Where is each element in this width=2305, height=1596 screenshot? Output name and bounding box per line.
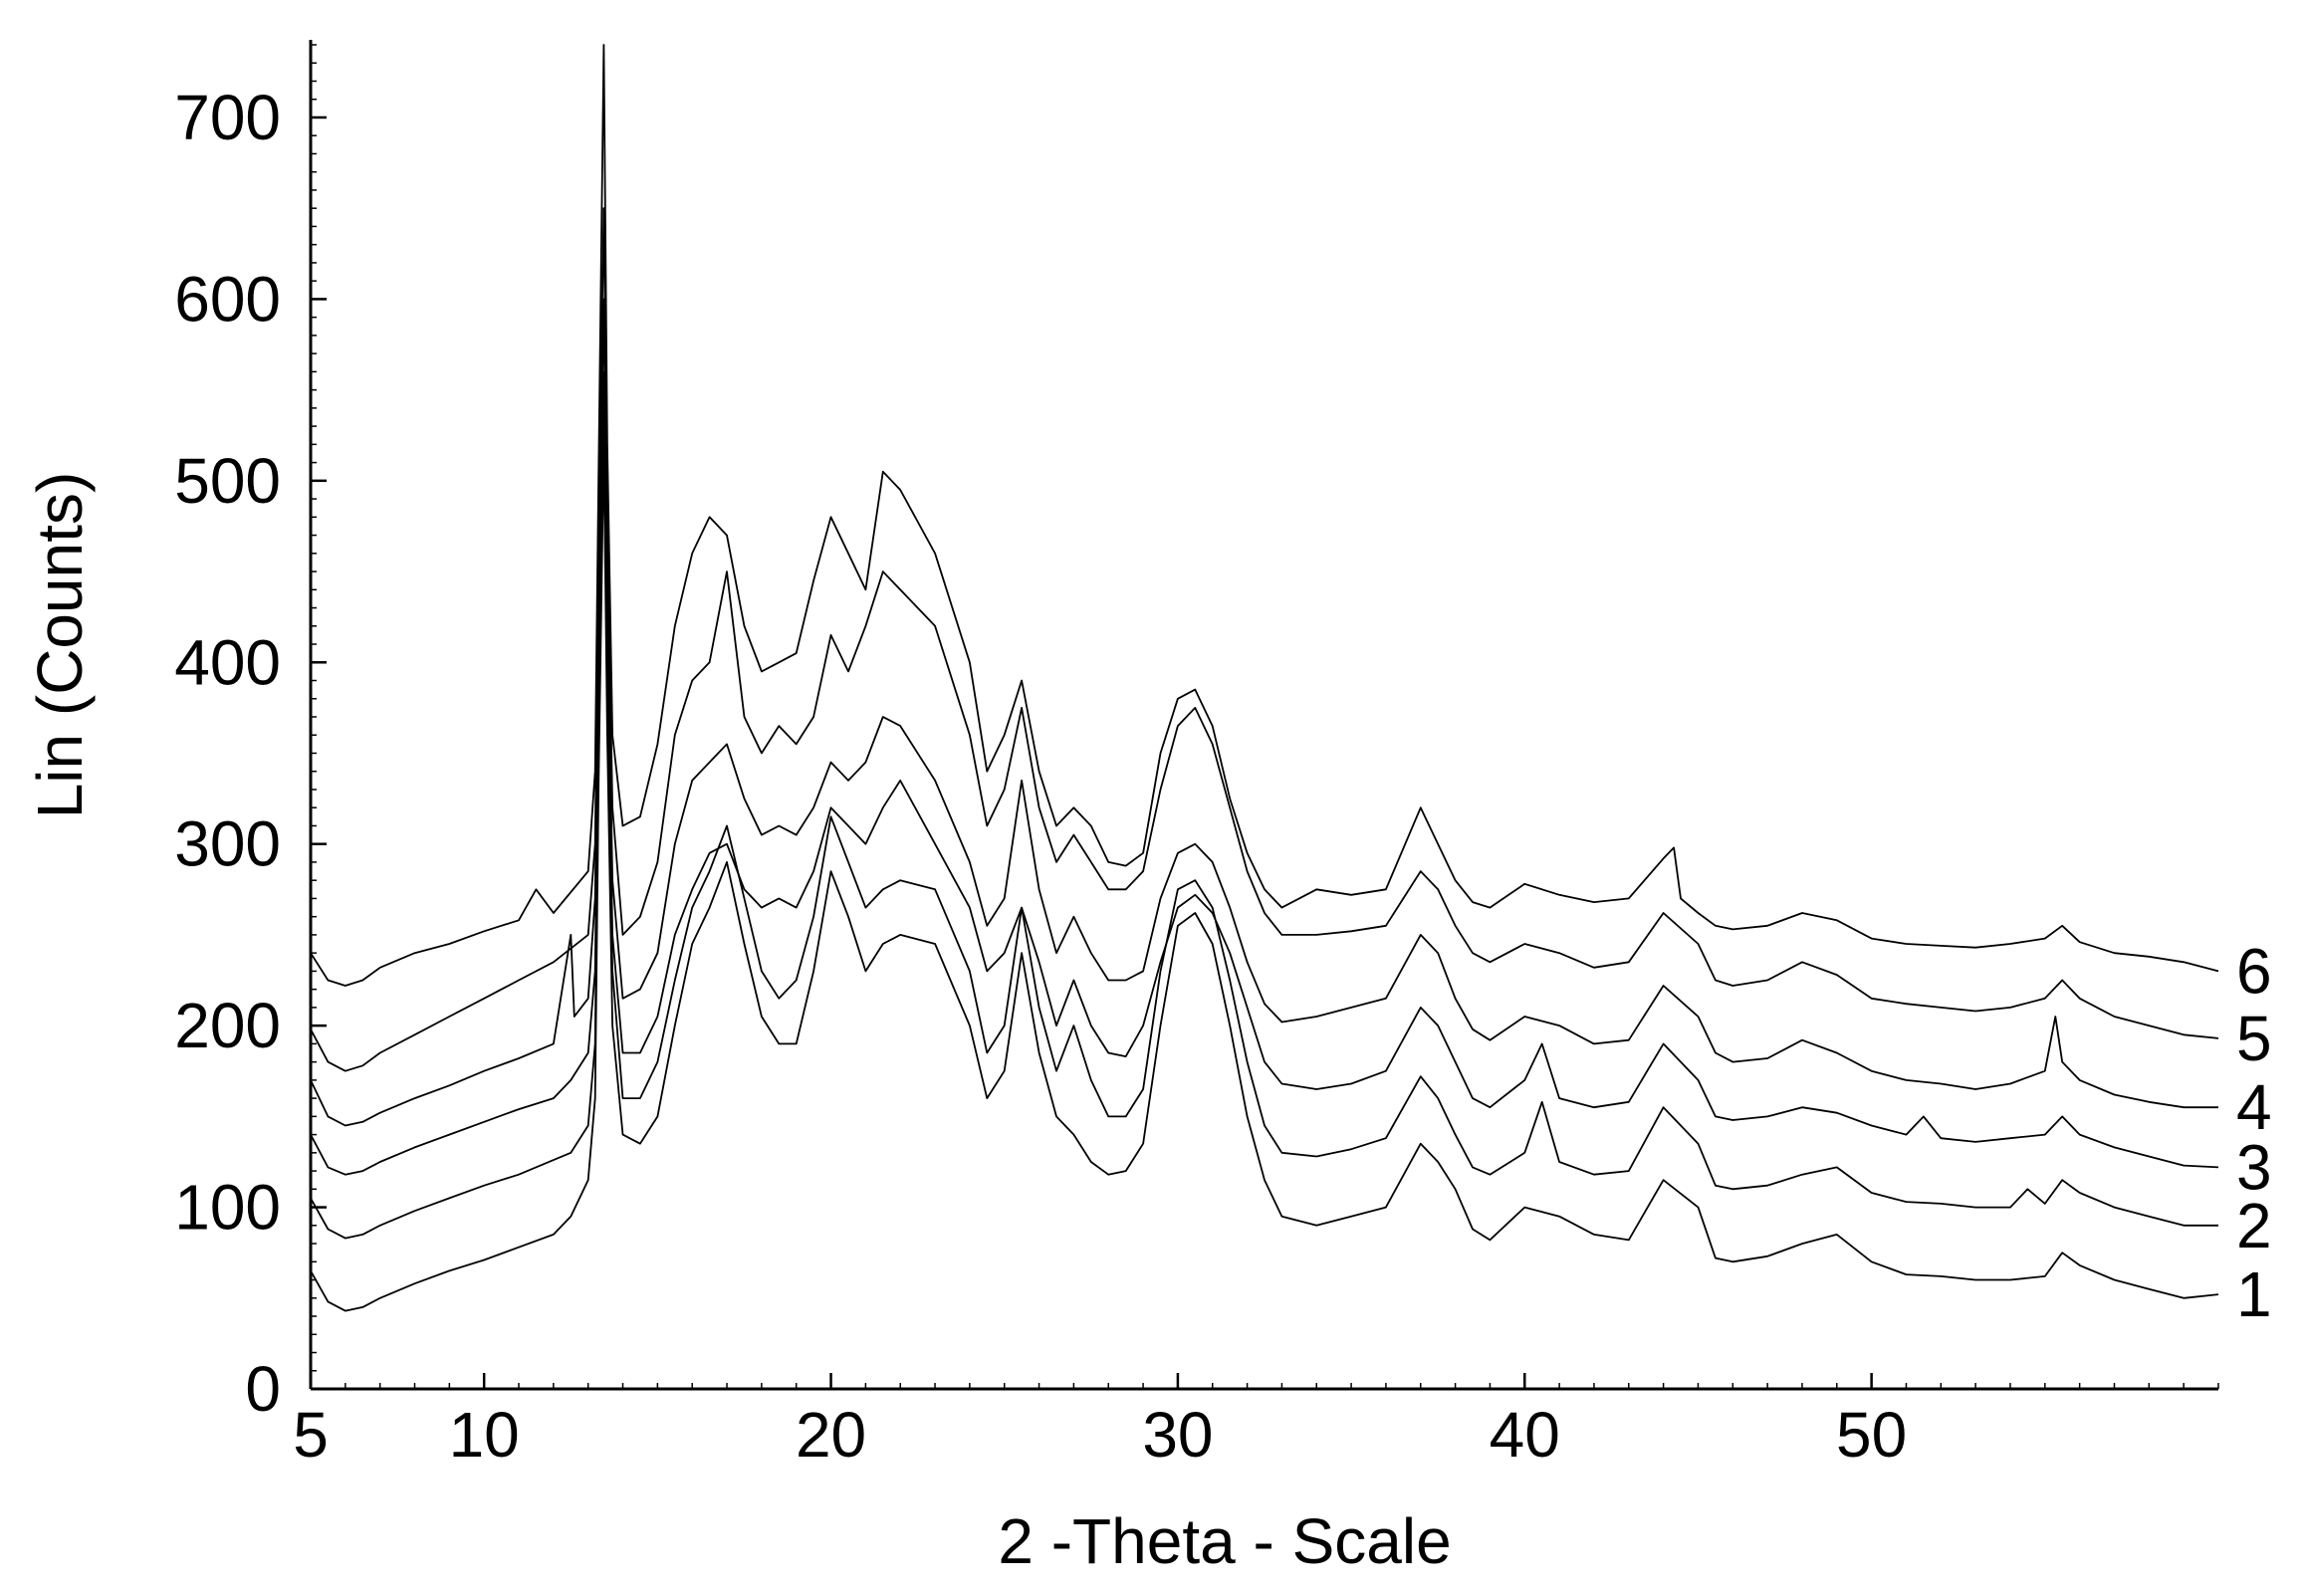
- x-axis-title: 2 -Theta - Scale: [998, 1505, 1451, 1577]
- y-tick-label: 300: [174, 808, 281, 880]
- x-tick-label: 5: [293, 1399, 329, 1471]
- y-tick-label: 500: [174, 445, 281, 517]
- trace-5: [310, 207, 2219, 1072]
- series-label-3: 3: [2236, 1131, 2272, 1203]
- major-ticks: [309, 115, 1873, 1391]
- trace-4: [310, 298, 2218, 1127]
- x-tick-label: 10: [449, 1399, 520, 1471]
- series-label-6: 6: [2236, 935, 2272, 1007]
- trace-6: [310, 44, 2219, 987]
- diffraction-traces: [310, 44, 2219, 1312]
- x-tick-label: 30: [1142, 1399, 1213, 1471]
- x-tick-label: 40: [1490, 1399, 1560, 1471]
- series-label-2: 2: [2236, 1190, 2272, 1261]
- tick-labels: 0 100 200 300 400 500 600 700 5 10 20 30 40 50: [174, 82, 1907, 1471]
- series-label-5: 5: [2236, 1003, 2272, 1074]
- series-label-4: 4: [2236, 1071, 2272, 1143]
- y-tick-label: 100: [174, 1172, 281, 1244]
- series-label-1: 1: [2236, 1258, 2272, 1330]
- y-tick-label: 200: [174, 990, 281, 1061]
- y-tick-label: 0: [245, 1353, 281, 1425]
- y-tick-label: 700: [174, 82, 281, 153]
- x-tick-label: 50: [1836, 1399, 1907, 1471]
- y-tick-label: 600: [174, 263, 281, 335]
- x-tick-label: 20: [796, 1399, 866, 1471]
- y-axis-title: Lin (Counts): [24, 472, 96, 819]
- y-tick-label: 400: [174, 626, 281, 698]
